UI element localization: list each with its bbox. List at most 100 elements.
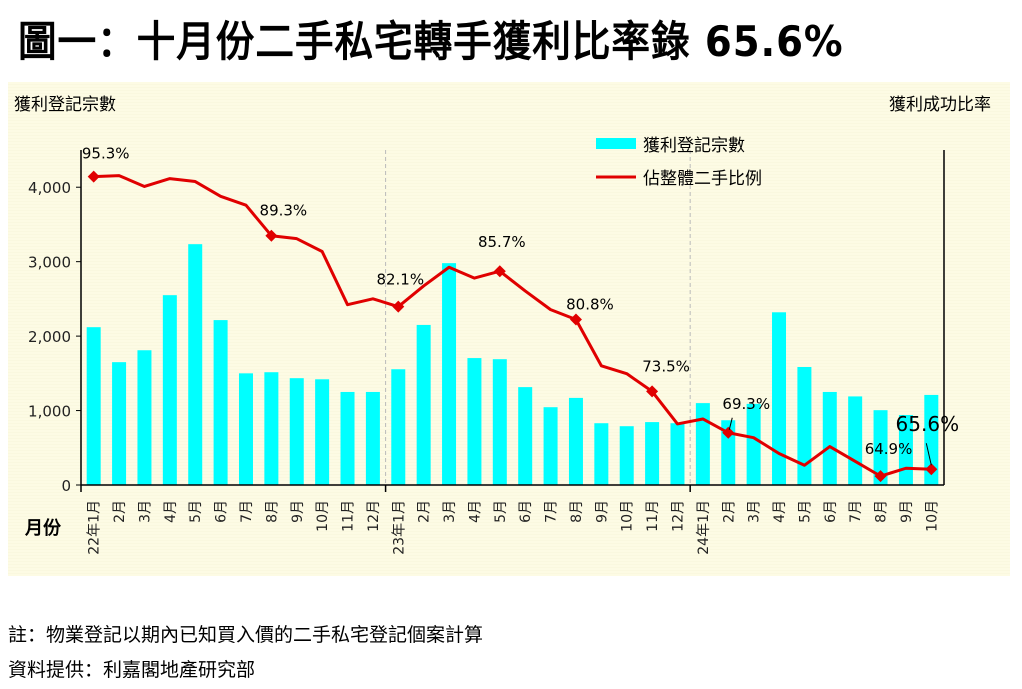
x-tick-label: 4月 (772, 500, 788, 523)
x-tick-label: 10月 (924, 500, 940, 532)
x-tick-label: 6月 (518, 500, 534, 523)
bar (137, 350, 152, 485)
x-tick-label: 9月 (290, 500, 306, 523)
x-tick-label: 8月 (569, 500, 585, 523)
point-marker (265, 229, 278, 242)
point-marker (722, 426, 735, 439)
chart-text: 0 1,000 2,000 3,000 4,000 22年1月 2月 3月 4月 5月 6月 7月 8月… (14, 95, 991, 555)
right-axis-title: 獲利成功比率 (889, 95, 991, 115)
x-tick-label: 7月 (239, 500, 255, 523)
bar (772, 312, 787, 485)
bar (543, 407, 558, 485)
x-tick-label: 4月 (467, 500, 483, 523)
point-marker (392, 300, 405, 313)
y-tick-label: 0 (61, 477, 71, 495)
bar (340, 391, 355, 485)
x-tick-label: 7月 (544, 500, 560, 523)
bar (670, 423, 685, 485)
bar (746, 403, 761, 485)
axes (76, 150, 945, 492)
bar (518, 387, 533, 485)
left-axis-title: 獲利登記宗數 (14, 95, 116, 115)
x-tick-label: 11月 (341, 500, 357, 532)
bar (721, 420, 736, 485)
bar (797, 367, 812, 485)
bar (238, 373, 253, 485)
x-tick-label: 22年1月 (87, 500, 103, 555)
x-tick-label: 10月 (315, 500, 331, 532)
x-tick-label: 7月 (848, 500, 864, 523)
point-marker (569, 313, 582, 326)
bar-series (86, 244, 939, 485)
bar (467, 358, 482, 485)
leader-line (925, 443, 932, 466)
y-tick-label: 3,000 (28, 254, 71, 272)
point-marker (646, 385, 659, 398)
x-tick-label: 9月 (899, 500, 915, 523)
point-marker (87, 170, 100, 183)
bar (594, 423, 609, 485)
x-tick-label: 9月 (594, 500, 610, 523)
x-axis-title: 月份 (24, 517, 62, 539)
bar (568, 397, 583, 485)
bar (213, 320, 228, 485)
x-tick-label: 12月 (366, 500, 382, 532)
bar (924, 394, 939, 485)
bar (264, 372, 279, 485)
x-tick-label: 24年1月 (696, 500, 712, 555)
point-marker (874, 470, 887, 483)
x-tick-label: 2月 (112, 500, 128, 523)
x-tick-label: 8月 (874, 500, 890, 523)
bar (619, 426, 634, 485)
point-marker (493, 265, 506, 278)
bar (365, 391, 380, 485)
bar (492, 359, 507, 485)
x-tick-label: 11月 (645, 500, 661, 532)
ratio-line (93, 174, 932, 478)
bar (645, 422, 660, 485)
bar (695, 403, 710, 485)
bar (391, 369, 406, 485)
x-tick-label: 6月 (823, 500, 839, 523)
y-tick-label: 1,000 (28, 403, 71, 421)
legend-line-label: 佔整體二手比例 (643, 169, 762, 189)
x-tick-label: 6月 (214, 500, 230, 523)
x-tick-label: 5月 (797, 500, 813, 523)
bar (822, 391, 837, 485)
leader-line (728, 417, 733, 430)
bar (873, 410, 888, 485)
bar (289, 378, 304, 485)
chart-title: 圖一：十月份二手私宅轉手獲利比率錄 65.6% (18, 17, 844, 66)
data-label: 82.1% (376, 271, 424, 289)
data-label: 64.9% (865, 440, 913, 458)
x-tick-label: 2月 (721, 500, 737, 523)
x-tick-label: 23年1月 (391, 500, 407, 555)
point-marker (925, 463, 938, 476)
x-tick-label: 3月 (137, 500, 153, 523)
data-label: 69.3% (722, 395, 770, 413)
bar (112, 362, 127, 485)
legend-bar-label: 獲利登記宗數 (643, 136, 745, 156)
x-tick-label: 4月 (163, 500, 179, 523)
y-tick-label: 2,000 (28, 328, 71, 346)
x-tick-label: 3月 (747, 500, 763, 523)
y-tick-label: 4,000 (28, 179, 71, 197)
data-label: 89.3% (260, 202, 308, 220)
source-note: 資料提供：利嘉閣地產研究部 (8, 659, 256, 681)
bar (86, 327, 101, 485)
bar (188, 244, 203, 485)
footnote: 註：物業登記以期內已知買入價的二手私宅登記個案計算 (8, 624, 484, 646)
x-tick-label: 10月 (620, 500, 636, 532)
bar (315, 379, 330, 485)
x-tick-label: 2月 (417, 500, 433, 523)
x-tick-label: 5月 (493, 500, 509, 523)
data-label: 85.7% (478, 233, 526, 251)
bar (442, 263, 457, 485)
bar (162, 295, 177, 485)
x-tick-label: 12月 (670, 500, 686, 532)
x-tick-label: 3月 (442, 500, 458, 523)
x-tick-label: 5月 (188, 500, 204, 523)
data-label: 80.8% (566, 295, 614, 313)
legend-bar-swatch (596, 138, 636, 149)
